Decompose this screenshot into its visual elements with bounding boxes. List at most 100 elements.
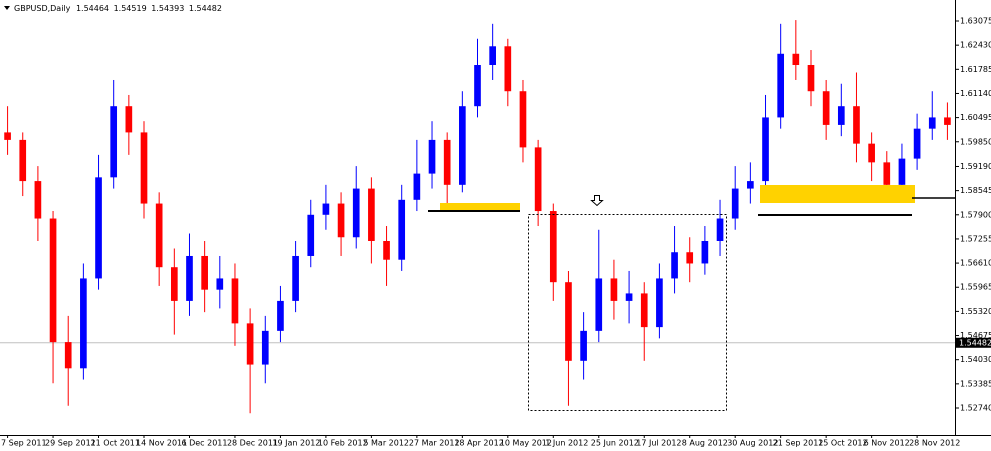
candle-body [822, 91, 830, 125]
candle-body [504, 46, 512, 92]
zone-highlight [440, 203, 520, 211]
candle-body [656, 278, 663, 328]
candle-body [671, 252, 678, 279]
candle-body [716, 218, 724, 241]
candle-body [762, 117, 769, 182]
candle-body [368, 188, 375, 241]
candle-body [170, 267, 178, 301]
x-tick-label: 10 May 2012 [500, 439, 552, 448]
candle-body [898, 158, 906, 185]
x-tick-label: 5 Mar 2012 [363, 439, 409, 448]
ohlc-value: 1.54519 [114, 4, 147, 13]
candle-body [443, 139, 451, 185]
x-tick-label: 19 Jan 2012 [272, 439, 320, 448]
candle-body [307, 214, 315, 256]
candle-body [792, 53, 800, 66]
candle-body [701, 240, 709, 264]
x-tick-label: 6 Nov 2012 [864, 439, 910, 448]
x-tick-label: 14 Nov 2011 [136, 439, 187, 448]
y-tick-label: 1.56610 [960, 259, 991, 268]
candle-body [474, 65, 481, 107]
y-tick-label: 1.57255 [960, 234, 991, 243]
candle-body [246, 323, 254, 365]
zone-highlight [760, 185, 915, 203]
y-tick-label: 1.59190 [960, 162, 991, 171]
x-tick-label: 6 Dec 2011 [181, 439, 227, 448]
candle-body [777, 53, 785, 118]
candle-body [489, 46, 496, 66]
candle-body [853, 106, 860, 144]
candle-body [4, 132, 11, 140]
ohlc-value: 1.54482 [189, 4, 222, 13]
candle-body [459, 106, 466, 185]
x-tick-label: 25 Jun 2012 [591, 439, 639, 448]
arrow-icon [590, 195, 604, 207]
x-tick-label: 7 Sep 2011 [1, 439, 47, 448]
candle-body [337, 203, 345, 238]
x-tick-label: 17 Jul 2012 [636, 439, 681, 448]
dashed-box [528, 214, 727, 411]
candle-body [928, 117, 936, 129]
candle-body [640, 293, 648, 328]
x-tick-label: 10 Feb 2012 [318, 439, 368, 448]
candle-body [19, 139, 27, 182]
x-tick-label: 15 Oct 2012 [818, 439, 867, 448]
candle-body [565, 282, 572, 361]
candle-body [231, 278, 239, 324]
candle-body [944, 117, 951, 125]
x-tick-label: 29 Sep 2011 [45, 439, 96, 448]
x-tick-label: 27 Mar 2012 [409, 439, 460, 448]
y-tick-label: 1.61785 [960, 65, 991, 74]
candle-body [352, 188, 360, 238]
candle-body [686, 252, 694, 264]
candle-body [807, 65, 815, 92]
y-tick-label: 1.52740 [960, 404, 991, 413]
candle-body [534, 147, 542, 212]
candle-body [216, 278, 224, 290]
candle-body [731, 188, 739, 219]
candle-body [201, 255, 208, 290]
candle-body [95, 177, 102, 279]
candle-body [625, 293, 633, 301]
candle-body [519, 91, 527, 148]
x-tick-label: 21 Sep 2012 [773, 439, 824, 448]
candle-body [140, 132, 148, 204]
candle-body [125, 106, 133, 133]
y-tick-label: 1.55320 [960, 307, 991, 316]
candle-body [261, 330, 269, 365]
x-tick-label: 8 Aug 2012 [682, 439, 728, 448]
y-tick-label: 1.54030 [960, 355, 991, 364]
candle-body [383, 240, 390, 260]
y-tick-label: 1.61140 [960, 89, 991, 98]
candle-body [428, 139, 436, 174]
candle-body [883, 162, 891, 185]
x-tick-label: 18 Apr 2012 [454, 439, 503, 448]
candle-body [580, 330, 587, 361]
candle-body [837, 106, 845, 125]
candle-body [747, 181, 754, 189]
candle-body [413, 173, 421, 200]
candle-body [398, 199, 406, 260]
y-tick-label: 1.59850 [960, 137, 991, 146]
candle-body [549, 211, 557, 283]
x-tick-label: 28 Nov 2012 [909, 439, 960, 448]
symbol: GBPUSD,Daily [14, 4, 71, 13]
chart-header: GBPUSD,Daily 1.54464 1.54519 1.54393 1.5… [14, 4, 222, 13]
candle-body [322, 203, 330, 215]
y-tick-label: 1.62430 [960, 41, 991, 50]
candle-body [34, 181, 42, 219]
x-tick-label: 28 Dec 2011 [227, 439, 278, 448]
candle-body [64, 342, 72, 369]
candle-body [49, 218, 57, 343]
price-label: 1.54482 [959, 338, 991, 347]
y-tick-label: 1.53385 [960, 379, 991, 388]
plot-area [0, 20, 955, 414]
ohlc-value: 1.54464 [76, 4, 109, 13]
menu-triangle [4, 6, 10, 10]
candle-body [913, 128, 921, 159]
x-tick-label: 21 Oct 2011 [91, 439, 140, 448]
candle-body [610, 278, 618, 301]
candle-body [277, 300, 284, 331]
